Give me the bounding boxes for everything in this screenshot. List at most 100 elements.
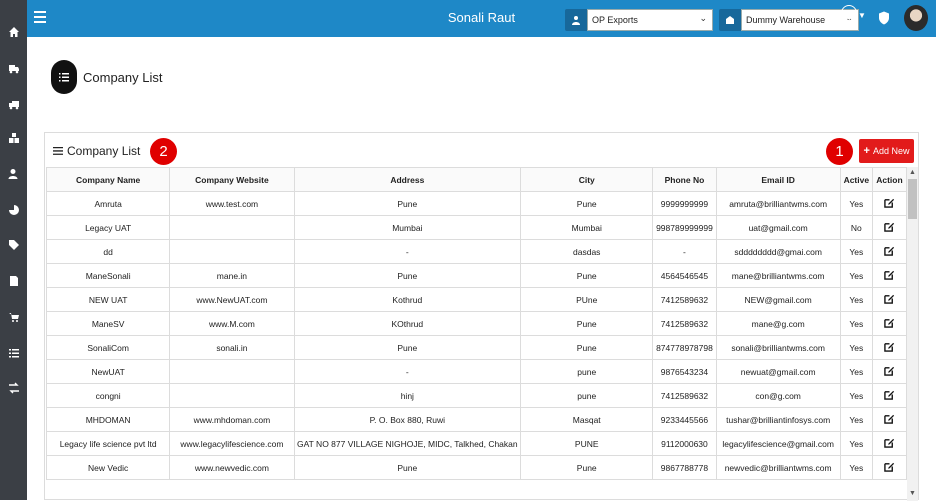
table-cell: Pune [293, 455, 522, 480]
table-cell: pune [520, 359, 654, 384]
table-cell: ManeSonali [45, 263, 171, 288]
edit-icon[interactable] [884, 389, 895, 400]
table-cell: tushar@brilliantinfosys.com [715, 407, 841, 432]
edit-icon[interactable] [884, 437, 895, 448]
table-cell: P. O. Box 880, Ruwi [293, 407, 522, 432]
column-header[interactable]: Phone No [652, 167, 717, 192]
truck-icon[interactable] [7, 61, 21, 75]
transfer-icon[interactable] [7, 381, 21, 395]
table-cell: Pune [520, 191, 654, 216]
table-cell: 9233445566 [652, 407, 717, 432]
table-cell: Legacy UAT [45, 215, 171, 240]
caret-down-icon[interactable]: ▼ [858, 11, 866, 20]
table-cell: Yes [839, 383, 873, 408]
table-row[interactable]: ManeSV www.M.com KOthrud Pune 7412589632 mane… [45, 311, 908, 336]
list-icon[interactable] [7, 346, 21, 360]
user-settings-icon[interactable] [7, 167, 21, 181]
table-cell: mane.in [169, 263, 295, 288]
table-cell: newvedic@brilliantwms.com [715, 455, 841, 480]
table-cell: www.NewUAT.com [169, 287, 295, 312]
column-header[interactable]: Address [293, 167, 522, 192]
list-icon [53, 147, 63, 155]
table-cell: sonali.in [169, 335, 295, 360]
table-cell: Pune [293, 191, 522, 216]
edit-icon[interactable] [884, 197, 895, 208]
pie-chart-icon[interactable] [7, 203, 21, 217]
cart-icon[interactable] [7, 310, 21, 324]
table-cell: Yes [839, 239, 873, 264]
table-cell: - [293, 359, 522, 384]
table-cell: Yes [839, 263, 873, 288]
table-cell: Amruta [45, 191, 171, 216]
smiley-icon[interactable] [841, 5, 857, 21]
table-cell: Yes [839, 287, 873, 312]
vertical-scrollbar[interactable]: ▲ ▼ [907, 167, 918, 501]
table-cell: MHDOMAN [45, 407, 171, 432]
column-header[interactable]: Company Website [169, 167, 295, 192]
table-row[interactable]: Legacy life science pvt ltd www.legacylif… [45, 431, 908, 456]
boxes-icon[interactable] [7, 131, 21, 145]
table-cell: Pune [520, 455, 654, 480]
table-cell: mane@g.com [715, 311, 841, 336]
edit-icon[interactable] [884, 341, 895, 352]
table-cell: New Vedic [45, 455, 171, 480]
table-cell [169, 383, 295, 408]
table-row[interactable]: Amruta www.test.com Pune Pune 9999999999 amru… [45, 191, 908, 216]
table-cell: SonaliCom [45, 335, 171, 360]
column-header[interactable]: Active [839, 167, 873, 192]
add-new-button[interactable]: + Add New [859, 139, 914, 163]
warehouse-select-value: Dummy Warehouse [746, 15, 826, 25]
table-row[interactable]: dd - dasdas - sdddddddd@gmai.com Yes [45, 239, 908, 264]
scroll-down-icon[interactable]: ▼ [909, 490, 916, 497]
edit-icon[interactable] [884, 461, 895, 472]
shield-icon[interactable] [878, 11, 890, 25]
table-cell: hinj [293, 383, 522, 408]
table-cell: congni [45, 383, 171, 408]
table-cell: sdddddddd@gmai.com [715, 239, 841, 264]
home-icon[interactable] [7, 25, 21, 39]
edit-icon[interactable] [884, 365, 895, 376]
table-row[interactable]: ManeSonali mane.in Pune Pune 4564546545 mane@… [45, 263, 908, 288]
scroll-thumb[interactable] [908, 179, 917, 219]
table-row[interactable]: Legacy UAT Mumbai Mumbai 998789999999 uat@gm… [45, 215, 908, 240]
user-name: Sonali Raut [447, 10, 516, 25]
panel-title: Company List [67, 144, 141, 158]
table-cell: PUne [520, 287, 654, 312]
avatar[interactable] [904, 5, 928, 31]
plus-icon: + [863, 145, 870, 157]
action-cell [871, 383, 908, 408]
edit-icon[interactable] [884, 317, 895, 328]
edit-icon[interactable] [884, 269, 895, 280]
document-download-icon[interactable] [7, 274, 21, 288]
table-cell: 874778978798 [652, 335, 717, 360]
warehouse-select[interactable]: Dummy Warehouse ⌄ [719, 9, 859, 31]
edit-icon[interactable] [884, 221, 895, 232]
table-cell: dasdas [520, 239, 654, 264]
scroll-up-icon[interactable]: ▲ [909, 169, 916, 176]
table-row[interactable]: NEW UAT www.NewUAT.com Kothrud PUne 74125896… [45, 287, 908, 312]
column-header[interactable]: Action [871, 167, 908, 192]
action-cell [871, 287, 908, 312]
column-header[interactable]: City [520, 167, 654, 192]
table-cell: Yes [839, 455, 873, 480]
tag-icon[interactable] [7, 238, 21, 252]
table-row[interactable]: congni hinj pune 7412589632 con@g.com Yes [45, 383, 908, 408]
column-header[interactable]: Email ID [715, 167, 841, 192]
company-select[interactable]: OP Exports ⌄ [565, 9, 713, 31]
table-cell: 9867788778 [652, 455, 717, 480]
table-cell: www.newvedic.com [169, 455, 295, 480]
page-title: Company List [83, 69, 163, 85]
table-row[interactable]: SonaliCom sonali.in Pune Pune 874778978798 so… [45, 335, 908, 360]
edit-icon[interactable] [884, 413, 895, 424]
table-row[interactable]: NewUAT - pune 9876543234 newuat@gmail.com Yes [45, 359, 908, 384]
edit-icon[interactable] [884, 245, 895, 256]
hamburger-menu-icon[interactable] [34, 11, 46, 23]
delivery-truck-icon[interactable] [7, 97, 21, 111]
table-row[interactable]: New Vedic www.newvedic.com Pune Pune 9867788… [45, 455, 908, 480]
table-cell: www.mhdoman.com [169, 407, 295, 432]
column-header[interactable]: Company Name [45, 167, 171, 192]
table-cell: Pune [293, 335, 522, 360]
table-cell: Pune [520, 335, 654, 360]
table-row[interactable]: MHDOMAN www.mhdoman.com P. O. Box 880, Ruw… [45, 407, 908, 432]
edit-icon[interactable] [884, 293, 895, 304]
